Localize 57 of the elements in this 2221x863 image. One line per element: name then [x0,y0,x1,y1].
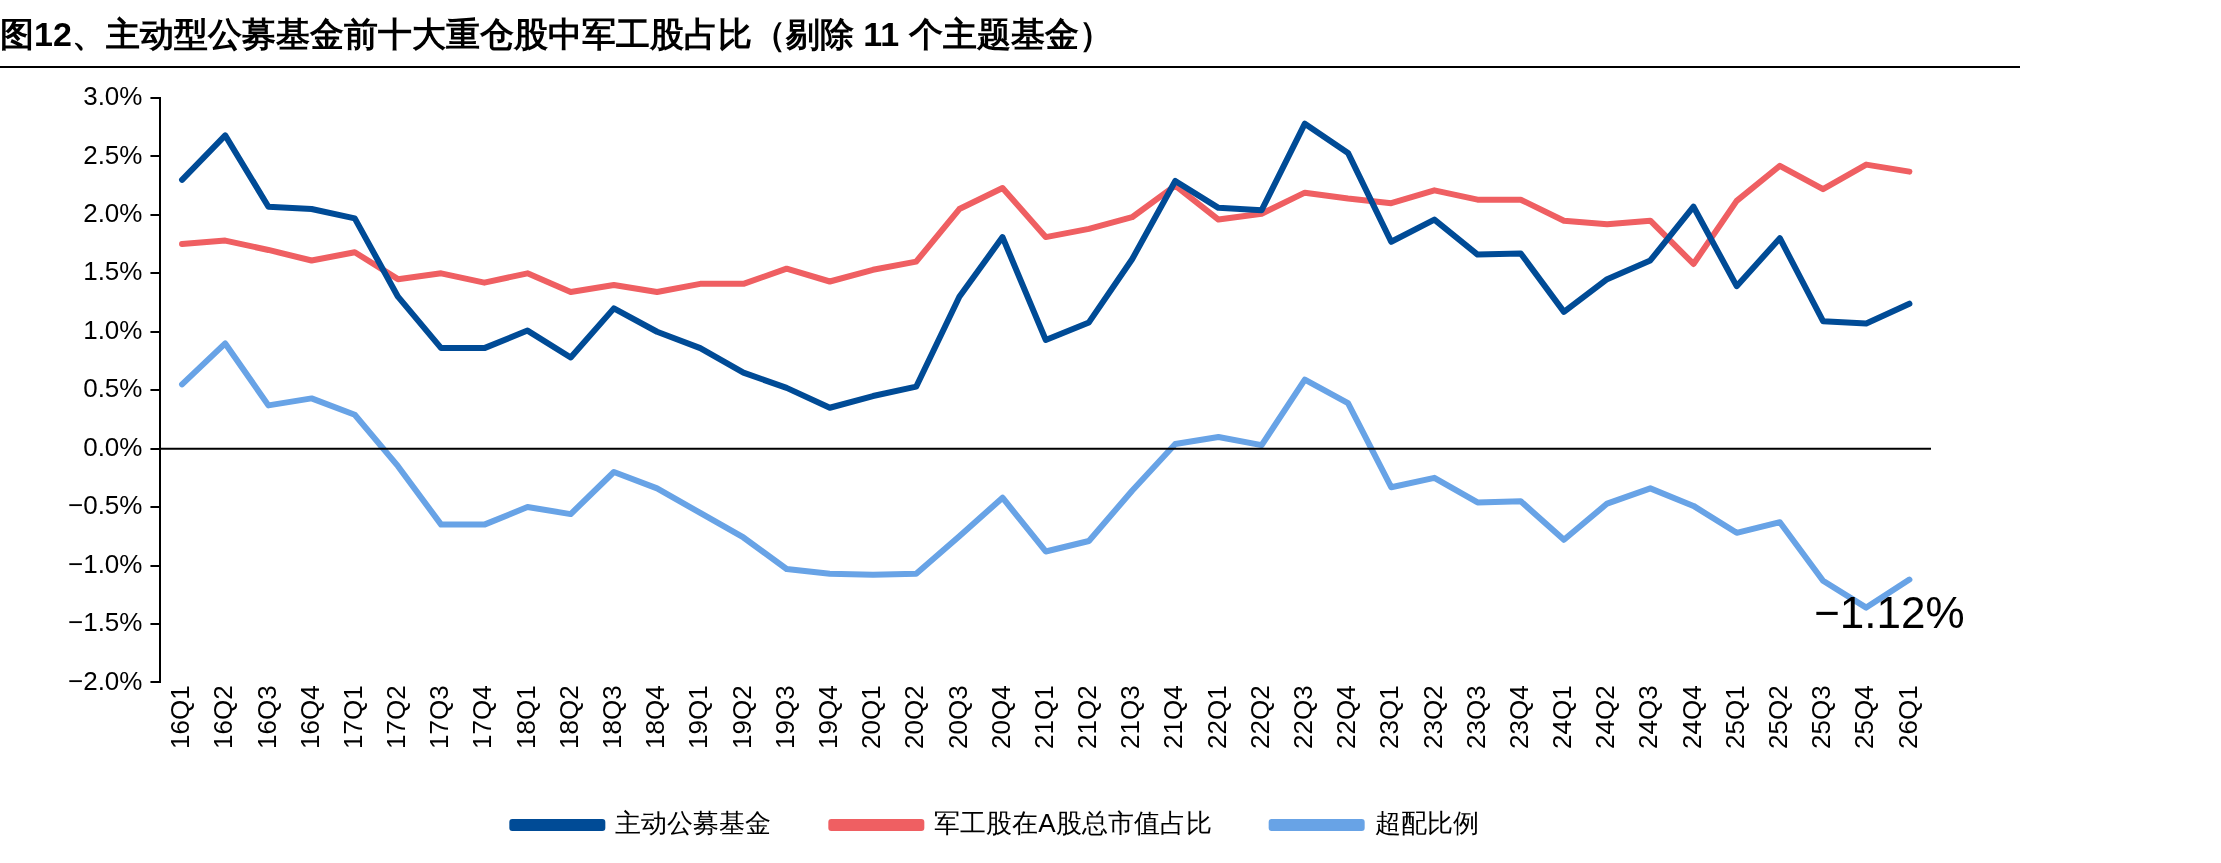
x-tick-label: 18Q1 [510,685,541,750]
x-tick-label: 20Q4 [985,685,1016,750]
y-tick-label: 0.0% [83,431,143,462]
x-tick-label: 18Q3 [597,685,628,750]
x-tick-label: 24Q1 [1547,685,1578,750]
x-tick-label: 19Q1 [683,685,714,750]
x-tick-label: 25Q1 [1719,685,1750,750]
legend-label: 主动公募基金 [615,808,772,839]
x-tick-label: 16Q3 [251,685,282,750]
x-tick-label: 26Q1 [1892,685,1923,750]
x-tick-label: 23Q1 [1374,685,1405,750]
x-tick-label: 21Q1 [1028,685,1059,750]
x-tick-label: 25Q3 [1806,685,1837,750]
annotation: −1.12% [1814,587,1965,637]
y-tick-label: −2.0% [67,665,143,696]
y-tick-label: 2.0% [83,198,143,229]
x-tick-label: 16Q4 [294,685,325,750]
y-tick-label: −1.0% [67,548,143,579]
x-tick-label: 20Q3 [942,685,973,750]
y-tick-label: −1.5% [67,607,143,638]
x-tick-label: 22Q1 [1201,685,1232,750]
x-tick-label: 19Q2 [726,685,757,750]
x-tick-label: 17Q4 [467,685,498,750]
x-tick-label: 23Q2 [1417,685,1448,750]
x-tick-label: 22Q2 [1244,685,1275,750]
x-tick-label: 20Q2 [899,685,930,750]
x-tick-label: 24Q3 [1633,685,1664,750]
x-tick-label: 17Q2 [381,685,412,750]
x-tick-label: 25Q2 [1763,685,1794,750]
x-tick-label: 18Q4 [640,685,671,750]
x-tick-label: 22Q4 [1331,685,1362,750]
y-tick-label: −0.5% [67,490,143,521]
y-tick-label: 0.5% [83,373,143,404]
x-tick-label: 24Q4 [1676,685,1707,750]
x-tick-label: 19Q3 [769,685,800,750]
x-tick-label: 17Q1 [337,685,368,750]
y-tick-label: 2.5% [83,139,143,170]
x-tick-label: 19Q4 [812,685,843,750]
x-tick-label: 21Q3 [1115,685,1146,750]
x-tick-label: 24Q2 [1590,685,1621,750]
y-tick-label: 1.0% [83,314,143,345]
x-tick-label: 20Q1 [856,685,887,750]
chart-title: 图12、主动型公募基金前十大重仓股中军工股占比（剔除 11 个主题基金） [0,0,2020,68]
x-tick-label: 23Q3 [1460,685,1491,750]
x-tick-label: 16Q1 [165,685,196,750]
x-tick-label: 21Q2 [1072,685,1103,750]
x-tick-label: 17Q3 [424,685,455,750]
x-tick-label: 25Q4 [1849,685,1880,750]
y-tick-label: 1.5% [83,256,143,287]
legend-label: 军工股在A股总市值占比 [934,808,1212,839]
x-tick-label: 21Q4 [1158,685,1189,750]
x-tick-label: 18Q2 [553,685,584,750]
x-tick-label: 16Q2 [208,685,239,750]
x-tick-label: 22Q3 [1288,685,1318,750]
x-tick-label: 23Q4 [1503,685,1534,750]
legend-label: 超配比例 [1374,808,1479,839]
y-tick-label: 3.0% [83,81,143,112]
